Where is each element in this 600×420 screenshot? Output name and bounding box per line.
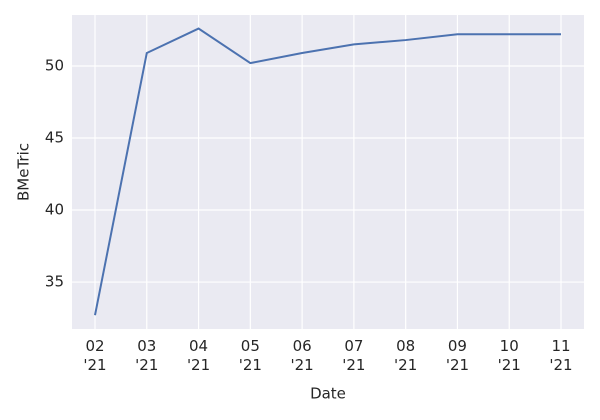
plot-area: [72, 15, 584, 329]
x-tick-label: 11 '21: [549, 337, 573, 374]
x-tick-label: 09 '21: [445, 337, 470, 374]
x-tick-label: 07 '21: [342, 337, 366, 374]
x-tick-label: 05 '21: [238, 337, 262, 374]
x-axis-label: Date: [310, 385, 346, 403]
x-tick-label: 06 '21: [290, 337, 314, 374]
y-axis-label: BMeTric: [15, 143, 33, 201]
x-tick-label: 10 '21: [497, 337, 521, 374]
x-tick-label: 03 '21: [135, 337, 159, 374]
y-tick-label: 35: [45, 273, 64, 291]
x-tick-label: 04 '21: [186, 337, 211, 374]
y-tick-label: 45: [45, 129, 64, 147]
y-tick-label: 50: [45, 56, 64, 74]
y-tick-label: 40: [45, 201, 64, 219]
line: [94, 27, 561, 316]
x-tick-label: 08 '21: [394, 337, 418, 374]
x-tick-label: 02 '21: [83, 337, 107, 374]
